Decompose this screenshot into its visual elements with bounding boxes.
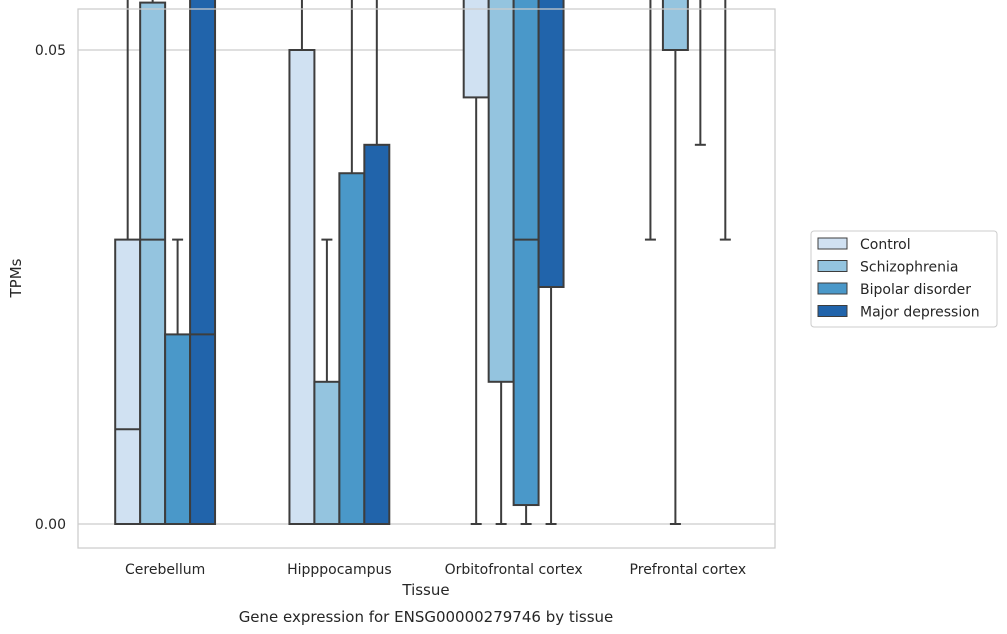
legend-swatch: [817, 305, 848, 317]
legend-label: Major depression: [860, 305, 980, 321]
box-bipolar-disorder: [512, 0, 540, 525]
box-schizophrenia: [139, 0, 167, 526]
box-schizophrenia: [661, 0, 689, 525]
box-control: [114, 0, 142, 525]
box-body: [313, 380, 341, 525]
box-body: [537, 0, 565, 289]
x-axis-title: Tissue: [401, 581, 449, 599]
box-major-depression: [363, 0, 391, 526]
plot-frame: [77, 8, 776, 549]
legend-frame: [810, 230, 998, 328]
box-body: [288, 49, 316, 525]
box-major-depression: [537, 0, 565, 525]
x-tick-label: Orbitofrontal cortex: [445, 562, 583, 578]
x-tick-label: Prefrontal cortex: [630, 562, 747, 578]
y-tick-label: 0.00: [35, 517, 66, 533]
box-body: [164, 333, 192, 525]
y-axis-title: TPMs: [7, 258, 25, 298]
legend-swatch: [817, 282, 848, 295]
legend-label: Schizophrenia: [860, 260, 958, 276]
chart-caption: Gene expression for ENSG00000279746 by t…: [239, 608, 614, 626]
y-tick-labels: 0.000.050.100.150.200.250.30: [35, 43, 66, 533]
box-plots: [114, 0, 731, 526]
box-body: [189, 0, 217, 526]
x-tick-labels: Cerebellum Hipppocampus Orbitofrontal cort…: [125, 562, 746, 578]
box-body: [139, 1, 167, 526]
box-major-depression: [719, 0, 731, 241]
box-body: [338, 172, 366, 526]
legend-swatch: [817, 260, 848, 272]
legend-swatch: [817, 237, 848, 250]
box-bipolar-disorder: [338, 0, 366, 526]
box-body: [462, 0, 490, 99]
box-major-depression: [189, 0, 217, 526]
box-body: [487, 0, 515, 383]
legend-label: Control: [860, 237, 911, 253]
x-tick-label: Hipppocampus: [287, 562, 392, 578]
legend-label: Bipolar disorder: [860, 282, 971, 298]
x-tick-label: Cerebellum: [125, 562, 205, 578]
box-control: [288, 0, 316, 525]
box-schizophrenia: [487, 0, 515, 525]
box-body: [363, 143, 391, 526]
box-bipolar-disorder: [164, 238, 192, 525]
y-tick-label: 0.05: [35, 43, 66, 59]
box-control: [644, 0, 656, 241]
legend: Control Schizophrenia Bipolar disorder Majo…: [810, 230, 998, 328]
box-body: [512, 0, 540, 507]
box-control: [462, 0, 490, 525]
box-body: [114, 238, 142, 525]
box-schizophrenia: [313, 238, 341, 525]
box-bipolar-disorder: [694, 0, 706, 146]
box-body: [661, 0, 689, 51]
